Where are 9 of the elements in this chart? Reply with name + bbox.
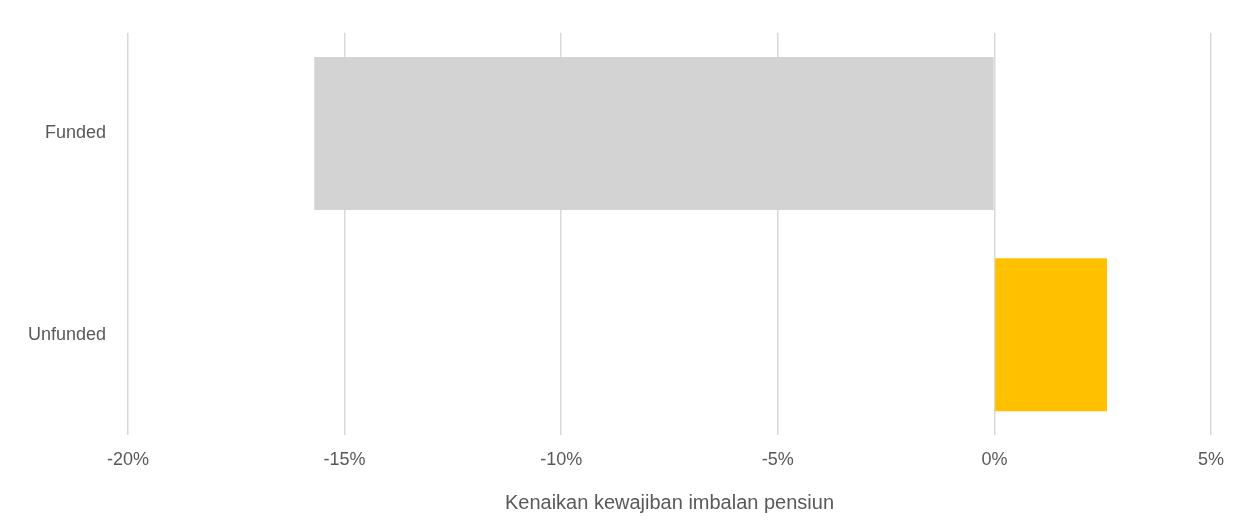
y-tick-label: Unfunded — [27, 323, 106, 344]
x-tick-label: 5% — [1197, 449, 1225, 470]
y-tick-label: Funded — [44, 122, 106, 143]
x-tick-label: -20% — [106, 449, 150, 470]
x-tick-label: 0% — [981, 449, 1008, 470]
x-axis-title: Kenaikan kewajiban imbalan pensiun — [504, 490, 835, 513]
x-tick-label: -15% — [323, 449, 366, 470]
x-tick-label: -10% — [540, 449, 583, 470]
x-tick-label: -5% — [761, 449, 794, 470]
